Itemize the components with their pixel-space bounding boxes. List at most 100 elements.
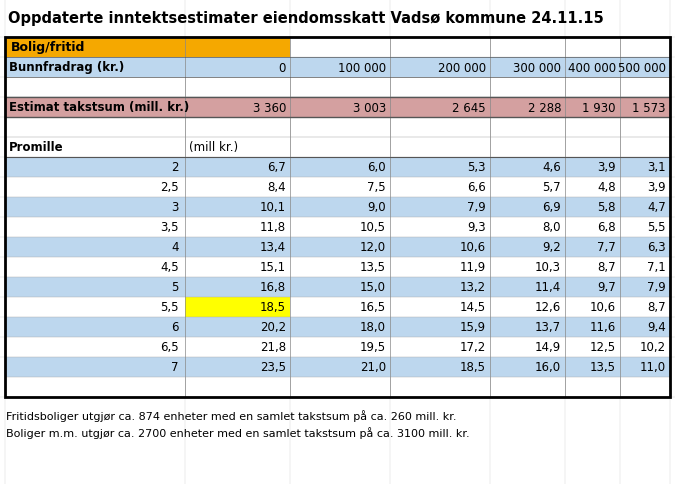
Text: 11,0: 11,0 (640, 361, 666, 374)
Text: 13,7: 13,7 (535, 321, 561, 334)
Bar (5, 337, 670, 357)
Text: 2: 2 (171, 161, 179, 174)
Text: 0: 0 (279, 61, 286, 75)
Text: 14,5: 14,5 (460, 301, 486, 314)
Bar (5, 178, 670, 197)
Text: 300 000: 300 000 (513, 61, 561, 75)
Text: 5: 5 (171, 281, 179, 294)
Bar (5, 197, 670, 217)
Text: 23,5: 23,5 (260, 361, 286, 374)
Text: 13,5: 13,5 (360, 261, 386, 274)
Text: 100 000: 100 000 (338, 61, 386, 75)
Text: 9,4: 9,4 (647, 321, 666, 334)
Text: 15,9: 15,9 (460, 321, 486, 334)
Text: 10,2: 10,2 (640, 341, 666, 354)
Bar (185, 297, 290, 318)
Bar (5, 158, 670, 178)
Text: 9,7: 9,7 (597, 281, 616, 294)
Text: 3,9: 3,9 (597, 161, 616, 174)
Text: 10,6: 10,6 (460, 241, 486, 254)
Text: 9,2: 9,2 (542, 241, 561, 254)
Text: 12,0: 12,0 (360, 241, 386, 254)
Text: 6,8: 6,8 (597, 221, 616, 234)
Text: 8,7: 8,7 (597, 261, 616, 274)
Text: 15,1: 15,1 (260, 261, 286, 274)
Text: 5,7: 5,7 (543, 181, 561, 194)
Text: 6,7: 6,7 (267, 161, 286, 174)
Text: 500 000: 500 000 (618, 61, 666, 75)
Text: 1 573: 1 573 (632, 101, 666, 114)
Text: 21,0: 21,0 (360, 361, 386, 374)
Text: 6,9: 6,9 (542, 201, 561, 214)
Bar (5, 58, 670, 78)
Bar (5, 257, 670, 277)
Text: 7,9: 7,9 (647, 281, 666, 294)
Text: 3: 3 (171, 201, 179, 214)
Text: 7,1: 7,1 (647, 261, 666, 274)
Text: 4,7: 4,7 (647, 201, 666, 214)
Text: 4,5: 4,5 (161, 261, 179, 274)
Bar (5, 238, 670, 257)
Bar (5, 98, 670, 118)
Text: 18,0: 18,0 (360, 321, 386, 334)
Bar (5, 297, 670, 318)
Bar (5, 357, 670, 377)
Bar (5, 217, 670, 238)
Text: 5,5: 5,5 (647, 221, 666, 234)
Text: 3,9: 3,9 (647, 181, 666, 194)
Text: Oppdaterte inntektsestimater eiendomsskatt Vadsø kommune 24.11.15: Oppdaterte inntektsestimater eiendomsska… (8, 11, 603, 26)
Text: 5,8: 5,8 (597, 201, 616, 214)
Text: Bolig/fritid: Bolig/fritid (11, 42, 85, 54)
Text: 20,2: 20,2 (260, 321, 286, 334)
Text: 3 360: 3 360 (252, 101, 286, 114)
Text: 12,5: 12,5 (590, 341, 616, 354)
Text: 6,0: 6,0 (367, 161, 386, 174)
Text: 2,5: 2,5 (161, 181, 179, 194)
Text: Promille: Promille (9, 141, 63, 154)
Text: 5,3: 5,3 (468, 161, 486, 174)
Text: 16,8: 16,8 (260, 281, 286, 294)
Text: 6,3: 6,3 (647, 241, 666, 254)
Text: 11,8: 11,8 (260, 221, 286, 234)
Text: 9,0: 9,0 (367, 201, 386, 214)
Text: 18,5: 18,5 (260, 301, 286, 314)
Text: 19,5: 19,5 (360, 341, 386, 354)
Text: 4: 4 (171, 241, 179, 254)
Text: Fritidsboliger utgjør ca. 874 enheter med en samlet takstsum på ca. 260 mill. kr: Fritidsboliger utgjør ca. 874 enheter me… (6, 409, 456, 421)
Text: 21,8: 21,8 (260, 341, 286, 354)
Text: 3,1: 3,1 (647, 161, 666, 174)
Text: 14,9: 14,9 (535, 341, 561, 354)
Text: 400 000: 400 000 (568, 61, 616, 75)
Bar (5, 38, 670, 397)
Text: 10,5: 10,5 (360, 221, 386, 234)
Text: 8,0: 8,0 (543, 221, 561, 234)
Text: 7,5: 7,5 (367, 181, 386, 194)
Text: Boliger m.m. utgjør ca. 2700 enheter med en samlet takstsum på ca. 3100 mill. kr: Boliger m.m. utgjør ca. 2700 enheter med… (6, 426, 470, 438)
Text: 3,5: 3,5 (161, 221, 179, 234)
Bar (5, 318, 670, 337)
Text: 10,6: 10,6 (590, 301, 616, 314)
Text: 15,0: 15,0 (360, 281, 386, 294)
Text: 11,6: 11,6 (590, 321, 616, 334)
Text: 200 000: 200 000 (438, 61, 486, 75)
Text: 13,4: 13,4 (260, 241, 286, 254)
Text: 10,1: 10,1 (260, 201, 286, 214)
Text: 7,9: 7,9 (467, 201, 486, 214)
Text: (mill kr.): (mill kr.) (189, 141, 238, 154)
Text: 18,5: 18,5 (460, 361, 486, 374)
Text: 17,2: 17,2 (460, 341, 486, 354)
Text: 4,8: 4,8 (597, 181, 616, 194)
Text: 11,9: 11,9 (460, 261, 486, 274)
Text: 10,3: 10,3 (535, 261, 561, 274)
Text: 7: 7 (171, 361, 179, 374)
Text: 4,6: 4,6 (542, 161, 561, 174)
Text: 16,5: 16,5 (360, 301, 386, 314)
Text: 5,5: 5,5 (161, 301, 179, 314)
Text: 11,4: 11,4 (535, 281, 561, 294)
Text: 12,6: 12,6 (535, 301, 561, 314)
Text: 13,5: 13,5 (590, 361, 616, 374)
Text: 3 003: 3 003 (353, 101, 386, 114)
Text: Estimat takstsum (mill. kr.): Estimat takstsum (mill. kr.) (9, 101, 189, 114)
Text: 7,7: 7,7 (597, 241, 616, 254)
Text: 13,2: 13,2 (460, 281, 486, 294)
